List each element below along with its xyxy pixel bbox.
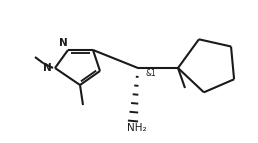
Text: N: N <box>59 38 67 48</box>
Text: &1: &1 <box>146 69 157 79</box>
Text: N: N <box>43 63 51 73</box>
Text: NH₂: NH₂ <box>127 123 147 133</box>
